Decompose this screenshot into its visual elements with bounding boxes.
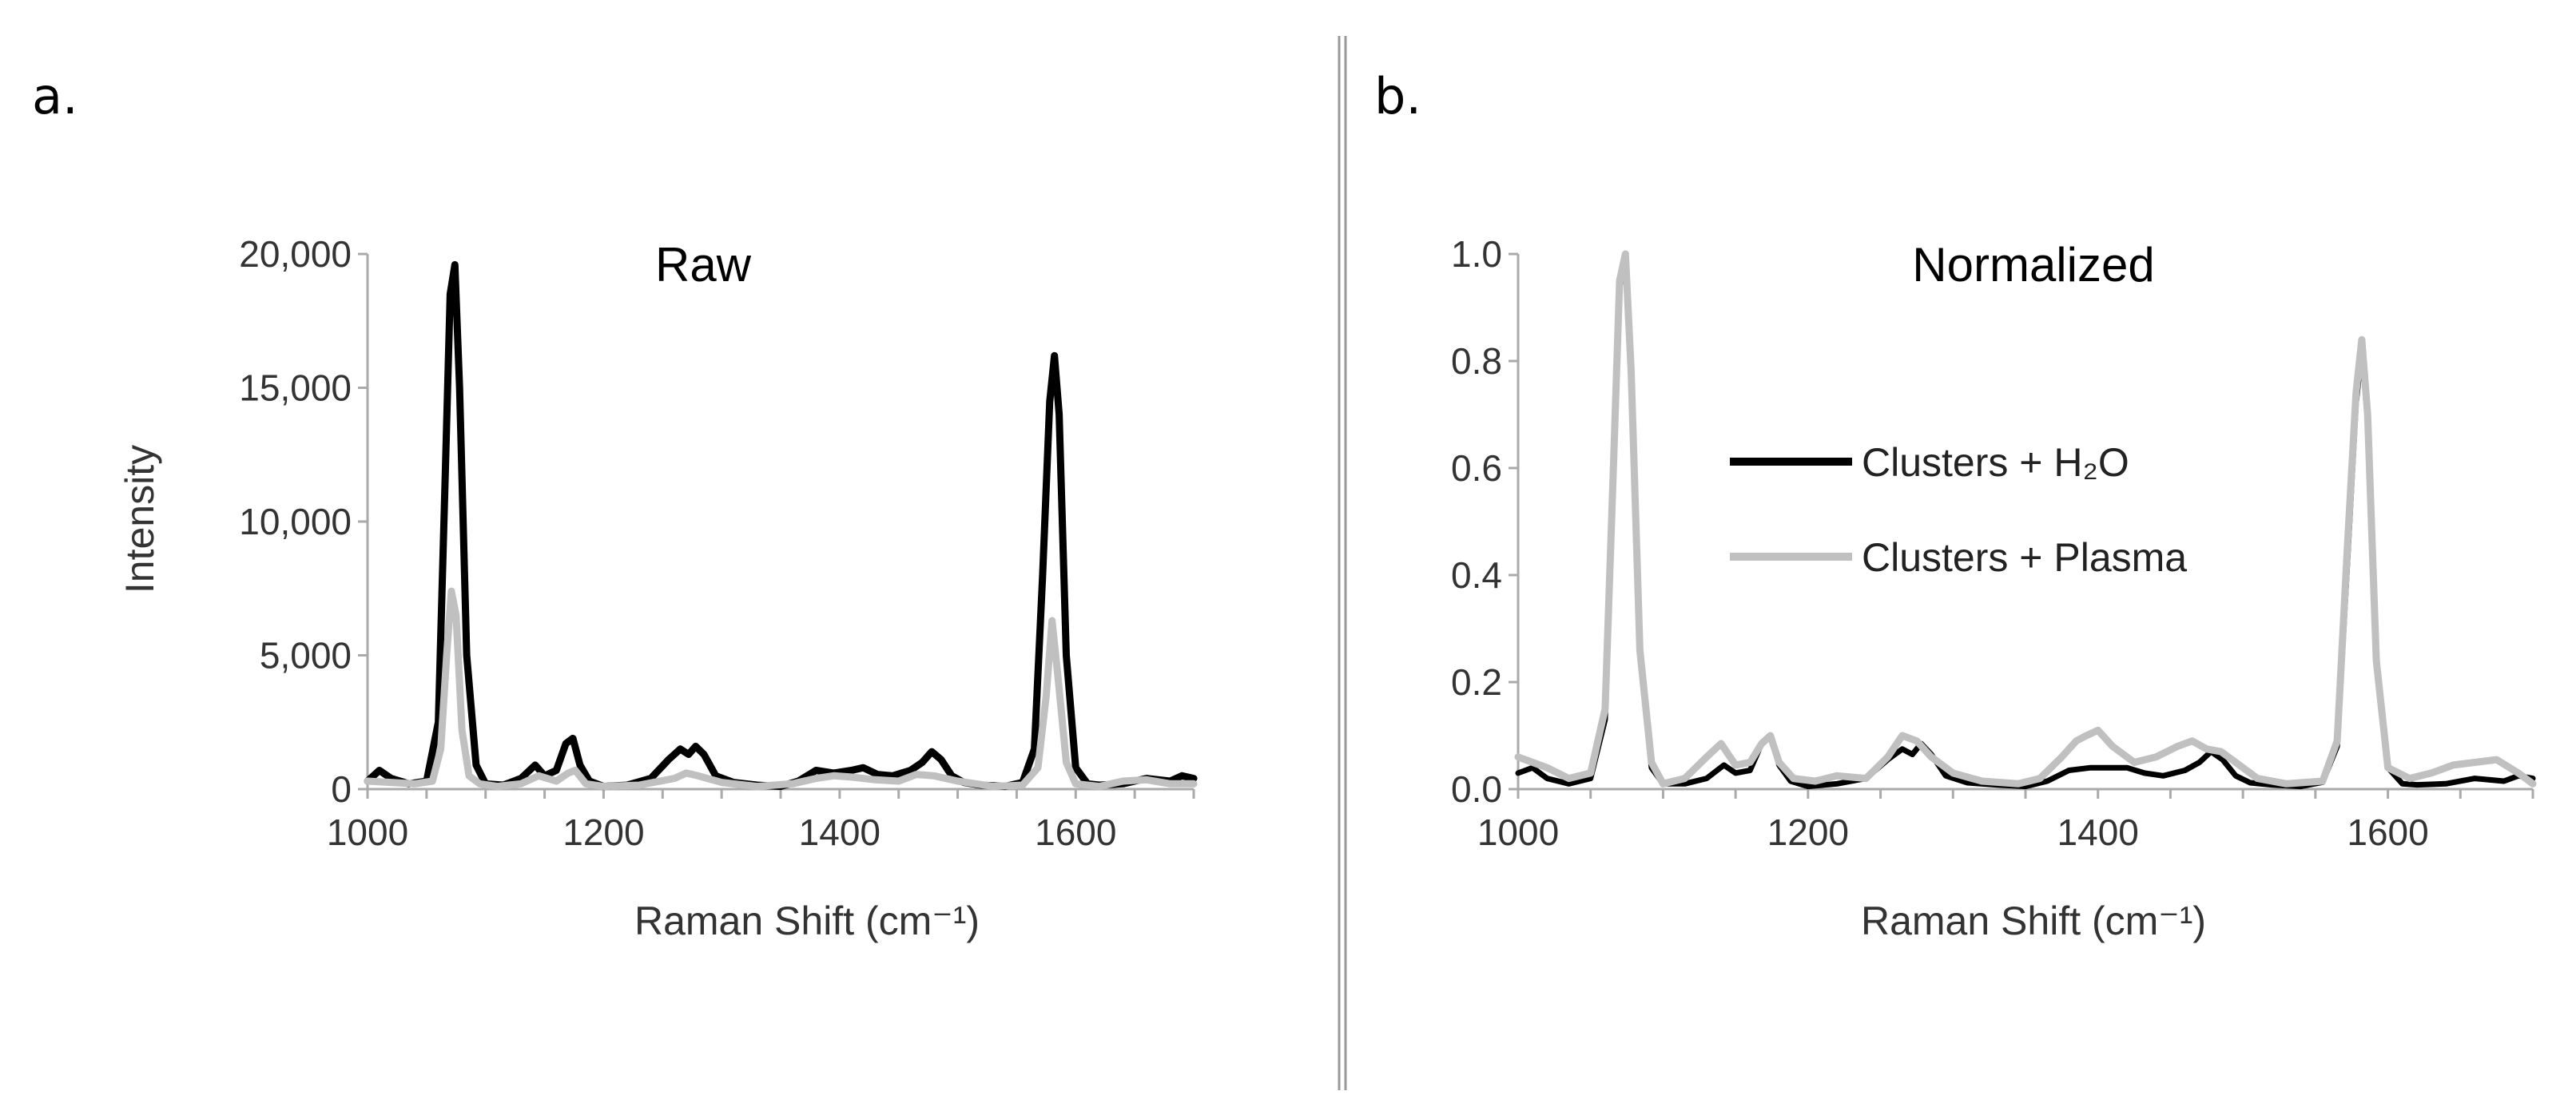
- chart-a-y-tick-label: 5,000: [260, 635, 352, 677]
- chart-a-series-h2o-line: [364, 260, 1198, 791]
- chart-a-x-tick-label: 1200: [563, 811, 644, 853]
- chart-b-y-tick-label: 1.0: [1451, 233, 1502, 275]
- chart-b-series-group: [1514, 250, 2537, 790]
- chart-b-tick-labels: 0.0 0.2 0.4 0.6 0.8 1.0 1000 1200 1400 1600: [1451, 233, 2429, 853]
- normalized-spectrum-chart: Normalized 0.0 0.2 0.4 0.6 0.8 1.0 1000 1200 140…: [1451, 233, 2537, 943]
- chart-b-x-tick-label: 1000: [1477, 811, 1559, 853]
- chart-a-y-tick-label: 10,000: [239, 501, 352, 542]
- chart-a-series-plasma-line: [364, 587, 1198, 791]
- panel-b-label: b.: [1374, 67, 1421, 125]
- raw-spectrum-chart: Raw 0 5,000 10,000 15,000 20,000 1000 1200 1400…: [117, 233, 1198, 943]
- chart-b-x-axis-label: Raman Shift (cm⁻¹): [1861, 899, 2206, 943]
- chart-b-x-tick-label: 1400: [2057, 811, 2139, 853]
- panel-a-label: a.: [32, 67, 78, 125]
- chart-b-y-tick-label: 0.4: [1451, 554, 1502, 596]
- chart-a-tick-labels: 0 5,000 10,000 15,000 20,000 1000 1200 1400 1600: [239, 233, 1116, 853]
- chart-b-series-plasma-line: [1514, 250, 2537, 788]
- chart-a-series-group: [364, 260, 1198, 791]
- chart-b-y-tick-label: 0.6: [1451, 447, 1502, 489]
- chart-a-x-tick-label: 1600: [1035, 811, 1116, 853]
- chart-b-y-tick-label: 0.8: [1451, 340, 1502, 382]
- chart-b-x-tick-label: 1600: [2347, 811, 2428, 853]
- chart-b-title: Normalized: [1912, 238, 2154, 292]
- panel-divider: [1338, 36, 1347, 1090]
- chart-b-x-tick-label: 1200: [1767, 811, 1849, 853]
- chart-a-title: Raw: [655, 238, 752, 292]
- chart-b-y-tick-label: 0.0: [1451, 768, 1502, 810]
- legend-label-plasma: Clusters + Plasma: [1862, 535, 2187, 580]
- chart-a-y-tick-label: 0: [331, 768, 352, 810]
- chart-b-legend: Clusters + H₂O Clusters + Plasma: [1730, 440, 2187, 580]
- chart-a-y-axis-label: Intensity: [117, 445, 162, 593]
- chart-a-y-tick-label: 15,000: [239, 367, 352, 409]
- chart-a-x-tick-label: 1000: [327, 811, 408, 853]
- legend-label-h2o: Clusters + H₂O: [1862, 440, 2129, 485]
- chart-b-y-tick-label: 0.2: [1451, 661, 1502, 703]
- chart-a-x-tick-label: 1400: [799, 811, 881, 853]
- chart-a-y-tick-label: 20,000: [239, 233, 352, 275]
- chart-a-x-axis-label: Raman Shift (cm⁻¹): [634, 899, 980, 943]
